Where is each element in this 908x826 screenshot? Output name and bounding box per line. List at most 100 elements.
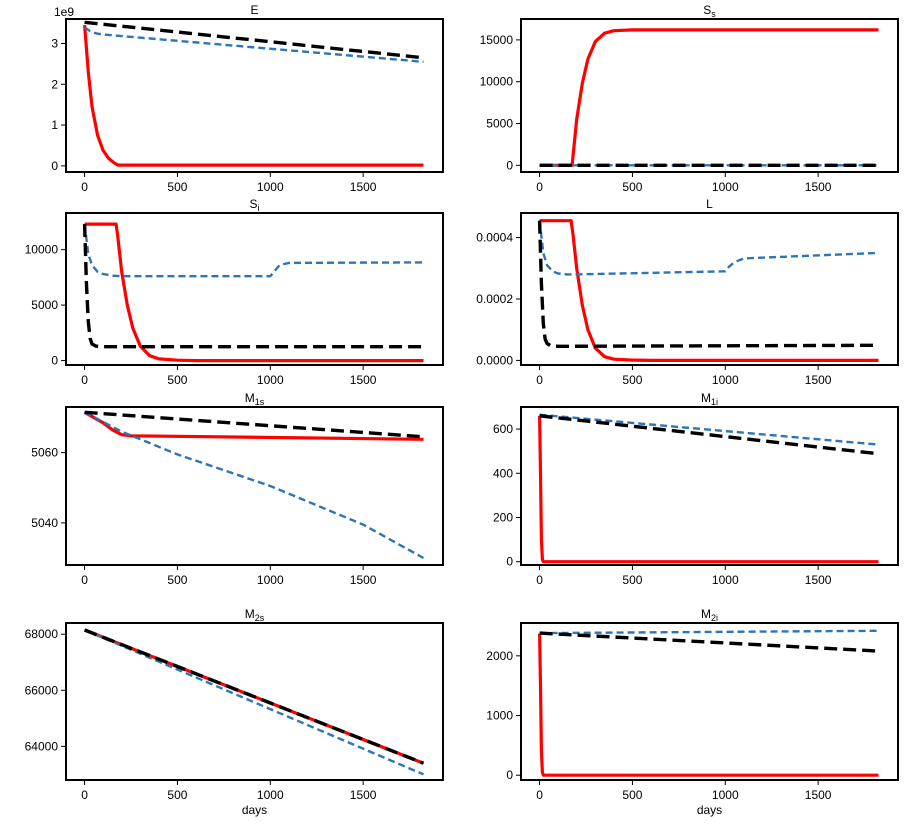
x-tick-label: 500 (622, 180, 642, 194)
x-tick-label: 1000 (257, 788, 284, 802)
panel-title-main: E (250, 3, 258, 17)
y-tick-label: 0 (506, 158, 513, 172)
y-tick-label: 0.0002 (476, 292, 513, 306)
x-axis-label: days (697, 803, 722, 817)
x-tick-label: 0 (536, 788, 543, 802)
series-black-dashed (84, 20, 424, 60)
panel-title: Ss (703, 3, 716, 19)
y-tick-label: 10000 (480, 75, 514, 89)
x-tick-label: 1500 (805, 788, 832, 802)
y-tick-label: 1000 (486, 709, 513, 723)
x-tick-label: 0 (81, 373, 88, 387)
x-tick-label: 1500 (350, 373, 377, 387)
panel-8: M2i 0 500 1000 1500 0 1000 2000 days (486, 607, 899, 817)
panel-5: M1s 0 500 1000 1500 5040 5060 (31, 391, 444, 587)
y-tick-label: 68000 (25, 627, 59, 641)
y-tick-label: 2000 (486, 649, 513, 663)
y-tick-label: 0.0004 (476, 231, 513, 245)
panel-6: M1i 0 500 1000 1500 0 200 400 600 (493, 391, 899, 587)
plot-frame (65, 212, 444, 366)
x-tick-label: 1500 (805, 573, 832, 587)
x-tick-label: 500 (622, 573, 642, 587)
x-tick-label: 0 (536, 373, 543, 387)
x-tick-label: 500 (167, 573, 187, 587)
series-red-solid (538, 415, 879, 564)
y-tick-label: 0 (51, 159, 58, 173)
y-tick-label: 3 (51, 36, 58, 50)
x-tick-label: 1000 (712, 573, 739, 587)
panel-1: E 1e9 0 500 1000 1500 0 1 2 3 (51, 3, 444, 194)
plot-frame (65, 18, 444, 173)
x-tick-label: 1500 (350, 180, 377, 194)
series-red-solid (83, 24, 424, 167)
x-tick-label: 1000 (257, 573, 284, 587)
series-blue-dashed (84, 628, 424, 776)
panel-title: L (706, 197, 713, 211)
panel-title: M2s (245, 607, 265, 623)
panel-3: Si 0 500 1000 1500 0 5000 10000 (25, 197, 444, 387)
x-tick-label: 0 (81, 573, 88, 587)
series-black-dashed (83, 628, 425, 765)
y-tick-label: 5060 (31, 446, 58, 460)
x-tick-label: 1000 (712, 180, 739, 194)
series-blue-dashed (84, 411, 425, 560)
series-black-dashed (539, 414, 879, 456)
x-tick-label: 0 (81, 788, 88, 802)
x-tick-label: 0 (81, 180, 88, 194)
panel-title-main: M (701, 391, 711, 405)
panel-title-main: M (245, 391, 255, 405)
y-tick-label: 0.0000 (476, 353, 513, 367)
panel-title: M2i (701, 607, 718, 623)
plot-frame (520, 18, 899, 173)
x-tick-label: 1000 (712, 788, 739, 802)
x-tick-label: 1500 (805, 373, 832, 387)
x-tick-label: 0 (536, 573, 543, 587)
x-tick-label: 500 (622, 373, 642, 387)
x-tick-label: 500 (167, 788, 187, 802)
x-tick-label: 500 (167, 373, 187, 387)
series-blue-dashed (83, 26, 424, 63)
x-tick-label: 1000 (257, 180, 284, 194)
plot-frame (520, 406, 899, 566)
y-tick-label: 5000 (31, 298, 58, 312)
series-black-dashed (537, 220, 879, 348)
axis-offset-label: 1e9 (54, 5, 74, 19)
plot-frame (520, 212, 899, 366)
panel-title-main: M (701, 607, 711, 621)
x-tick-label: 1000 (712, 373, 739, 387)
plot-frame (65, 622, 444, 781)
panel-title-main: M (245, 607, 255, 621)
panel-title-main: S (703, 3, 711, 17)
x-tick-label: 0 (536, 180, 543, 194)
panel-7: M2s 0 500 1000 1500 64000 66000 68000 days (25, 607, 444, 817)
y-tick-label: 15000 (480, 33, 514, 47)
panel-title: E (250, 3, 258, 17)
x-tick-label: 500 (622, 788, 642, 802)
panel-title-main: S (249, 197, 257, 211)
panel-title-main: L (706, 197, 713, 211)
x-tick-label: 1500 (350, 788, 377, 802)
x-tick-label: 1000 (257, 373, 284, 387)
y-tick-label: 5000 (486, 117, 513, 131)
y-tick-label: 0 (506, 555, 513, 569)
y-tick-label: 1 (51, 118, 58, 132)
y-tick-label: 10000 (25, 243, 59, 257)
y-tick-label: 400 (493, 466, 513, 480)
series-red-solid (539, 28, 879, 167)
plot-frame (65, 406, 444, 566)
y-tick-label: 200 (493, 510, 513, 524)
x-tick-label: 1500 (805, 180, 832, 194)
panel-title: M1s (245, 391, 265, 407)
y-tick-label: 2 (51, 77, 58, 91)
series-red-solid (84, 222, 424, 363)
series-blue-dashed (539, 629, 879, 635)
y-tick-label: 66000 (25, 683, 59, 697)
panel-4: L 0 500 1000 1500 0.0000 0.0002 0.0004 (476, 197, 899, 387)
y-tick-label: 0 (506, 768, 513, 782)
series-black-dashed (84, 410, 424, 439)
series-red-solid (539, 219, 879, 362)
panel-title: Si (249, 197, 259, 213)
y-tick-label: 64000 (25, 739, 59, 753)
